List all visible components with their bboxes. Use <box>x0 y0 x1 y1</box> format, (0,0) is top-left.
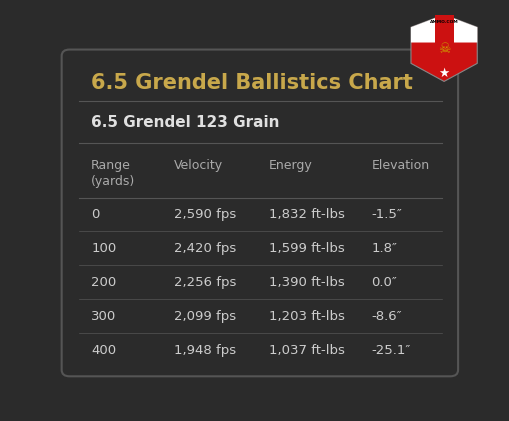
Text: 300: 300 <box>91 310 117 323</box>
Text: 2,099 fps: 2,099 fps <box>174 310 236 323</box>
Text: 200: 200 <box>91 276 117 289</box>
Text: -25.1″: -25.1″ <box>372 344 411 357</box>
Polygon shape <box>411 15 477 43</box>
Text: 100: 100 <box>91 242 117 255</box>
Text: Elevation: Elevation <box>372 159 430 172</box>
Text: Energy: Energy <box>269 159 313 172</box>
Polygon shape <box>411 15 477 81</box>
Text: Range
(yards): Range (yards) <box>91 159 135 188</box>
Text: ☠: ☠ <box>438 43 450 56</box>
Text: 2,590 fps: 2,590 fps <box>174 208 236 221</box>
Text: 1,390 ft-lbs: 1,390 ft-lbs <box>269 276 345 289</box>
Text: AMMO.COM: AMMO.COM <box>430 20 459 24</box>
Text: 400: 400 <box>91 344 117 357</box>
Text: 2,256 fps: 2,256 fps <box>174 276 237 289</box>
Text: 1,203 ft-lbs: 1,203 ft-lbs <box>269 310 345 323</box>
Text: 1,037 ft-lbs: 1,037 ft-lbs <box>269 344 345 357</box>
Text: ★: ★ <box>438 67 450 80</box>
Text: 0.0″: 0.0″ <box>372 276 397 289</box>
Text: 1.8″: 1.8″ <box>372 242 398 255</box>
Text: 6.5 Grendel Ballistics Chart: 6.5 Grendel Ballistics Chart <box>91 73 413 93</box>
Text: 6.5 Grendel 123 Grain: 6.5 Grendel 123 Grain <box>91 115 280 131</box>
Polygon shape <box>435 15 454 43</box>
Text: 1,832 ft-lbs: 1,832 ft-lbs <box>269 208 345 221</box>
Text: 2,420 fps: 2,420 fps <box>174 242 236 255</box>
Text: Velocity: Velocity <box>174 159 223 172</box>
Text: 1,948 fps: 1,948 fps <box>174 344 236 357</box>
Text: 1,599 ft-lbs: 1,599 ft-lbs <box>269 242 345 255</box>
Text: -1.5″: -1.5″ <box>372 208 402 221</box>
Text: 0: 0 <box>91 208 100 221</box>
Text: -8.6″: -8.6″ <box>372 310 402 323</box>
